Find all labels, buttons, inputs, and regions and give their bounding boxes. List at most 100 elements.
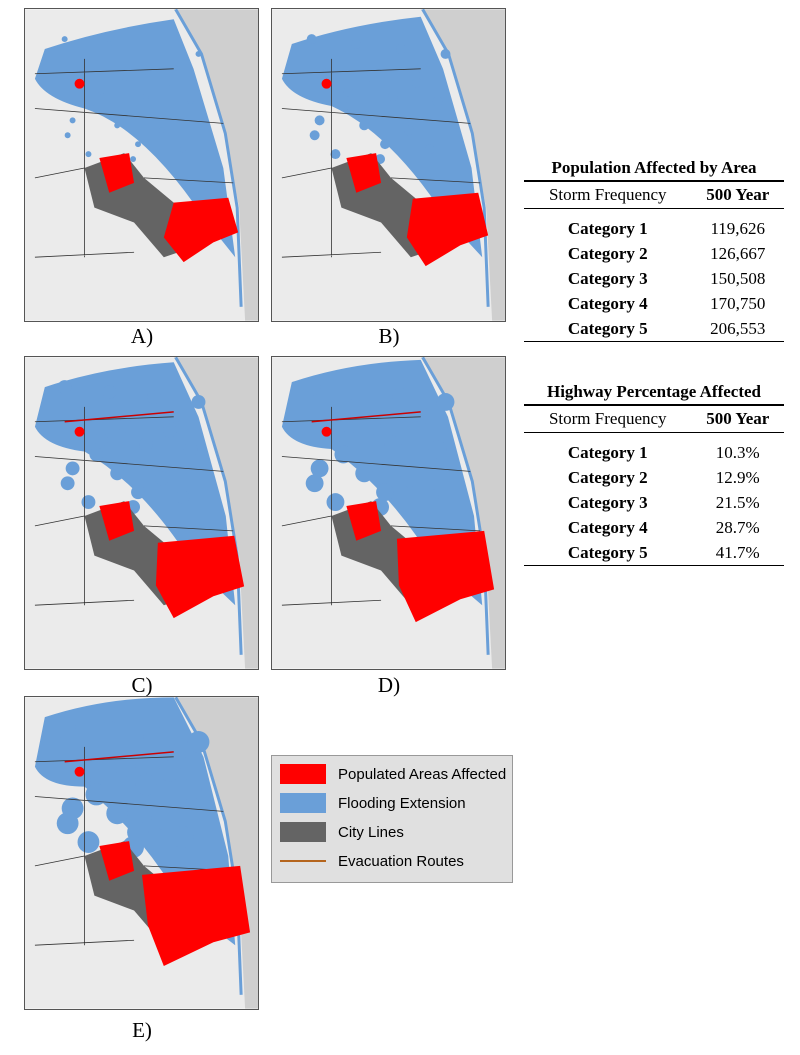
- map: [271, 8, 506, 322]
- sea: [173, 9, 258, 321]
- table-row: Category 5 206,553: [524, 316, 784, 342]
- flood-patch: [302, 378, 321, 397]
- map: [24, 696, 259, 1010]
- table-cell: Category 3: [567, 269, 648, 288]
- flood-patch: [106, 802, 129, 825]
- populated: [99, 153, 135, 193]
- flood-patch: [388, 91, 398, 102]
- table-cell: 41.7%: [691, 540, 784, 566]
- table-body: Category 1 10.3% Category 2 12.9% Category 3…: [524, 433, 784, 566]
- populated: [74, 766, 85, 777]
- flood-patch: [309, 130, 320, 141]
- populated: [346, 153, 382, 193]
- flood-patch: [339, 430, 358, 449]
- table-cell: Category 1: [567, 443, 648, 462]
- flood-patch: [166, 79, 173, 86]
- table-cell: Category 3: [567, 493, 648, 512]
- evacuation-route: [64, 751, 174, 763]
- flood-patch: [98, 721, 121, 743]
- flood-patch: [142, 93, 149, 100]
- header-cell: 500 Year: [691, 406, 784, 433]
- populated: [163, 197, 239, 263]
- table-title: Highway Percentage Affected: [524, 382, 784, 406]
- map: [24, 356, 259, 670]
- table-row: Category 5 41.7%: [524, 540, 784, 566]
- flood-patch: [102, 385, 117, 399]
- table-row: Category 1 10.3%: [524, 433, 784, 466]
- flood-patch: [363, 416, 382, 435]
- flood-patch: [436, 393, 455, 411]
- flood-patch: [106, 41, 113, 48]
- sea: [173, 697, 258, 1009]
- header-cell: Storm Frequency: [524, 406, 692, 433]
- table-cell: 206,553: [691, 316, 784, 342]
- populated: [141, 865, 251, 967]
- populated: [406, 192, 489, 267]
- flood-patch: [179, 778, 202, 801]
- flood-patch: [146, 390, 161, 404]
- table-head: Storm Frequency 500 Year: [524, 406, 784, 433]
- flood-patch: [175, 490, 190, 505]
- table-row: Category 3 150,508: [524, 266, 784, 291]
- table: Highway Percentage Affected Storm Frequen…: [524, 382, 784, 566]
- flood-patch: [114, 122, 121, 129]
- populated: [99, 501, 135, 541]
- sea: [173, 357, 258, 669]
- flood-patch: [428, 440, 447, 459]
- flood-patch: [195, 50, 202, 57]
- table-cell: 10.3%: [715, 443, 760, 462]
- legend: Populated Areas Affected Flooding Extensi…: [271, 755, 513, 883]
- table-cell: 12.9%: [715, 468, 760, 487]
- table-cell: 21.5%: [715, 493, 760, 512]
- table-cell: Category 5: [524, 540, 692, 566]
- flood-patch: [334, 445, 353, 464]
- flood-patch: [98, 88, 105, 95]
- flood-patch: [399, 469, 418, 488]
- flood-patch: [359, 120, 370, 131]
- table-row: Category 2 12.9%: [524, 465, 784, 490]
- flood-patch: [355, 464, 374, 483]
- flood-patch: [122, 74, 129, 81]
- table-head: Storm Frequency 500 Year: [524, 182, 784, 209]
- flood-patch: [114, 754, 137, 777]
- table-row: Category 2 126,667: [524, 241, 784, 266]
- populated: [99, 841, 135, 881]
- flood-patch: [77, 831, 100, 853]
- legend-item: Evacuation Routes: [280, 849, 464, 873]
- flood-patch: [118, 418, 133, 433]
- table-cell: Category 5: [524, 316, 692, 342]
- table-title: Population Affected by Area: [524, 158, 784, 182]
- sea: [420, 357, 505, 669]
- flood-patch: [424, 144, 435, 155]
- map: [24, 8, 259, 322]
- county-lines: [34, 746, 234, 946]
- flood-patch: [411, 77, 422, 88]
- flood-patch: [343, 86, 354, 97]
- flood-patch: [420, 488, 439, 507]
- flood-patch: [135, 141, 142, 148]
- legend-swatch: [280, 822, 326, 842]
- coast: [421, 9, 490, 307]
- flood-patch: [81, 495, 96, 510]
- legend-swatch: [280, 793, 326, 813]
- legend-item: Flooding Extension: [280, 791, 466, 815]
- table-cell: 126,667: [710, 244, 766, 263]
- flood-patch: [135, 773, 157, 796]
- flood-patch: [64, 132, 71, 139]
- legend-label: Evacuation Routes: [338, 852, 464, 870]
- flood-patch: [407, 421, 426, 440]
- legend-swatch: [280, 860, 326, 862]
- flood-patch: [367, 72, 378, 83]
- evacuation-route: [311, 411, 421, 423]
- flood-patch: [187, 731, 210, 753]
- table-cell: Category 4: [567, 518, 648, 537]
- flood-patch: [131, 485, 145, 500]
- flood-patch: [347, 383, 366, 401]
- flood-patch: [56, 812, 79, 835]
- flood-patch: [412, 406, 431, 425]
- flood-patch: [57, 380, 72, 395]
- flood-patch: [179, 146, 186, 153]
- panel-label: B): [378, 324, 400, 348]
- coast: [174, 357, 243, 655]
- flood-patch: [384, 435, 402, 454]
